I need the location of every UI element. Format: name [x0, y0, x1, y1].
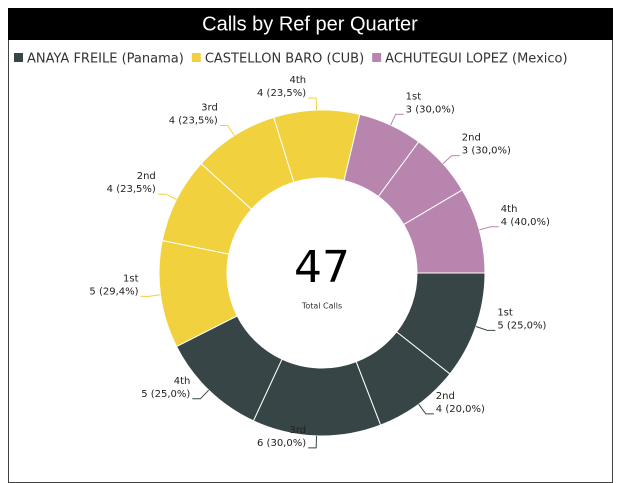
leader-line [390, 113, 404, 126]
slice-value-label: 3 (30,0%) [406, 104, 455, 115]
chart-title: Calls by Ref per Quarter [202, 13, 418, 35]
legend-label: ANAYA FREILE (Panama) [27, 52, 184, 67]
slice-value-label: 4 (23,5%) [107, 184, 156, 195]
slice-category: 3rd [289, 425, 306, 436]
slice-value-label: 6 (30,0%) [257, 438, 306, 449]
slice-category: 1st [406, 91, 422, 102]
leader-line [157, 193, 177, 200]
title-bar [8, 8, 613, 40]
slice-value-label: 3 (30,0%) [462, 146, 511, 157]
leader-line [308, 435, 318, 449]
slice-category: 1st [497, 307, 513, 318]
slice-category: 1st [123, 273, 139, 284]
slice-category: 4th [174, 376, 191, 387]
leader-line [140, 294, 161, 297]
slice-value-label: 5 (25,0%) [497, 320, 546, 331]
slice-category: 2nd [137, 171, 156, 182]
slice-value-label: 4 (40,0%) [501, 217, 550, 228]
slice-category: 2nd [462, 133, 481, 144]
leader-line [442, 155, 460, 165]
slice-category: 4th [290, 75, 307, 86]
slice-value-label: 5 (29,4%) [89, 286, 138, 297]
legend-swatch [14, 53, 23, 62]
leader-line [479, 226, 499, 231]
leader-line [308, 97, 318, 111]
slice-value-label: 5 (25,0%) [141, 389, 190, 400]
slice-category: 2nd [436, 391, 455, 402]
slice-value-label: 4 (23,5%) [169, 115, 218, 126]
slice-category: 3rd [201, 102, 218, 113]
legend-label: ACHUTEGUI LOPEZ (Mexico) [385, 52, 567, 67]
leader-line [418, 403, 434, 415]
leader-line [475, 325, 496, 331]
total-value: 47 [294, 242, 350, 293]
donut-slice [403, 189, 486, 274]
slice-value-label: 4 (20,0%) [436, 404, 485, 415]
legend-label: CASTELLON BARO (CUB) [205, 52, 364, 67]
legend-swatch [191, 53, 201, 62]
leader-line [219, 124, 235, 136]
slice-value-label: 4 (23,5%) [257, 88, 306, 99]
slice-category: 4th [501, 204, 518, 215]
leader-line [192, 389, 210, 400]
total-label: Total Calls [301, 302, 342, 311]
legend-swatch [372, 53, 382, 62]
